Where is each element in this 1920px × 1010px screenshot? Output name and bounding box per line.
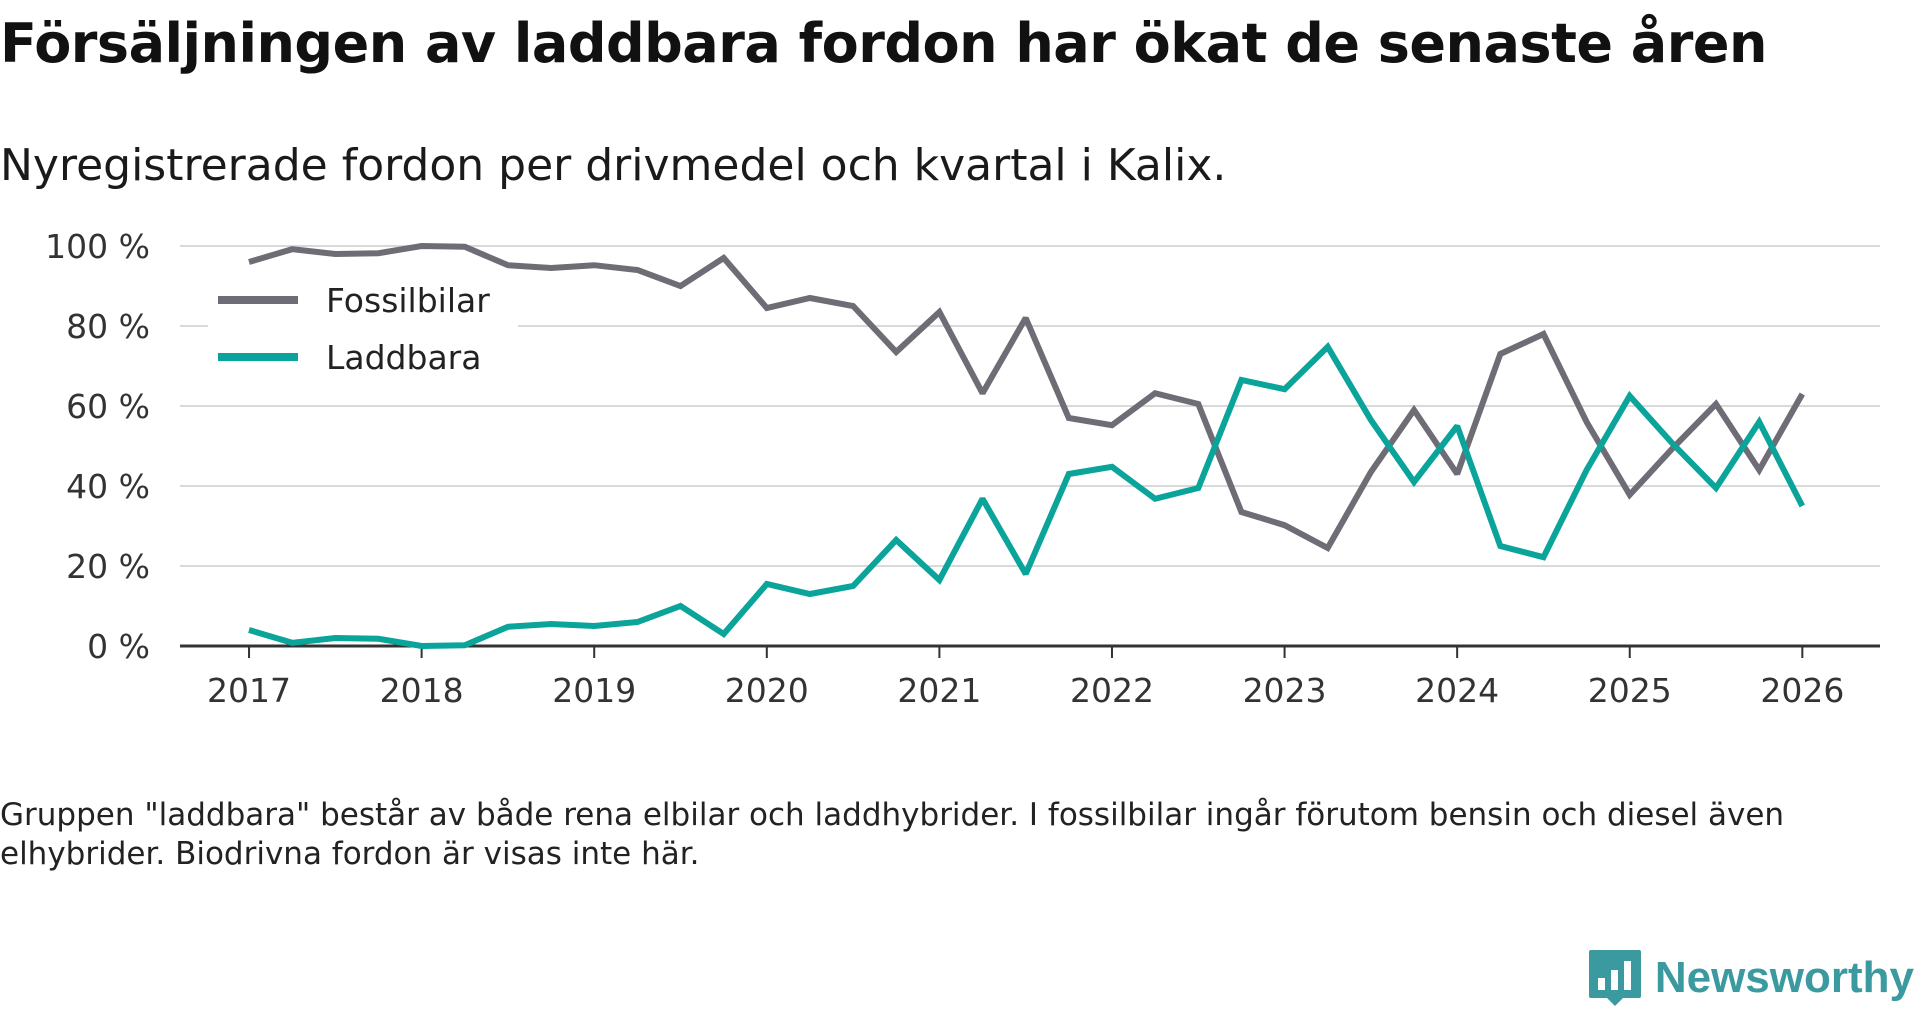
series-laddbara (248, 341, 1805, 650)
x-tick-label: 2022 (1070, 671, 1154, 710)
x-tick-label: 2026 (1760, 671, 1844, 710)
x-tick-label: 2019 (552, 671, 636, 710)
legend-label-laddbara: Laddbara (326, 338, 481, 377)
series-fossilbilar (248, 242, 1805, 553)
chart-title: Försäljningen av laddbara fordon har öka… (0, 12, 1767, 75)
series-line-laddbara (248, 341, 1805, 650)
y-tick-label: 60 % (66, 387, 150, 426)
y-tick-label: 40 % (66, 467, 150, 506)
x-axis: 2017 2018 2019 2020 2021 2022 2023 2024 2025 2026 (180, 644, 1880, 710)
chart-subtitle: Nyregistrerade fordon per drivmedel och … (0, 140, 1227, 191)
y-tick-label: 0 % (87, 627, 150, 666)
x-tick-label: 2025 (1588, 671, 1672, 710)
y-tick-label: 20 % (66, 547, 150, 586)
legend-label-fossilbilar: Fossilbilar (326, 281, 490, 320)
legend: Fossilbilar Laddbara (208, 270, 518, 390)
series-line-fossilbilar (248, 242, 1805, 553)
series-lines (248, 242, 1805, 650)
y-axis: 0 % 20 % 40 % 60 % 80 % 100 % (45, 227, 150, 666)
x-tick-label: 2023 (1243, 671, 1327, 710)
x-tick-label: 2017 (207, 671, 291, 710)
x-tick-label: 2021 (897, 671, 981, 710)
x-tick-label: 2018 (380, 671, 464, 710)
legend-background (208, 270, 518, 390)
x-tick-label: 2020 (725, 671, 809, 710)
x-tick-label: 2024 (1415, 671, 1499, 710)
y-tick-label: 80 % (66, 307, 150, 346)
brand-logo[interactable]: Newsworthy (1587, 948, 1914, 1008)
line-chart: 2017 2018 2019 2020 2021 2022 2023 2024 2025 2026… (45, 227, 1880, 710)
brand-name: Newsworthy (1654, 953, 1914, 1002)
footnote: Gruppen "laddbara" består av både rena e… (0, 797, 1785, 872)
y-tick-label: 100 % (45, 227, 150, 266)
legend-item-laddbara: Laddbara (218, 338, 481, 377)
legend-item-fossilbilar: Fossilbilar (218, 281, 490, 320)
bar-chart-speech-bubble-icon (1588, 950, 1641, 1006)
